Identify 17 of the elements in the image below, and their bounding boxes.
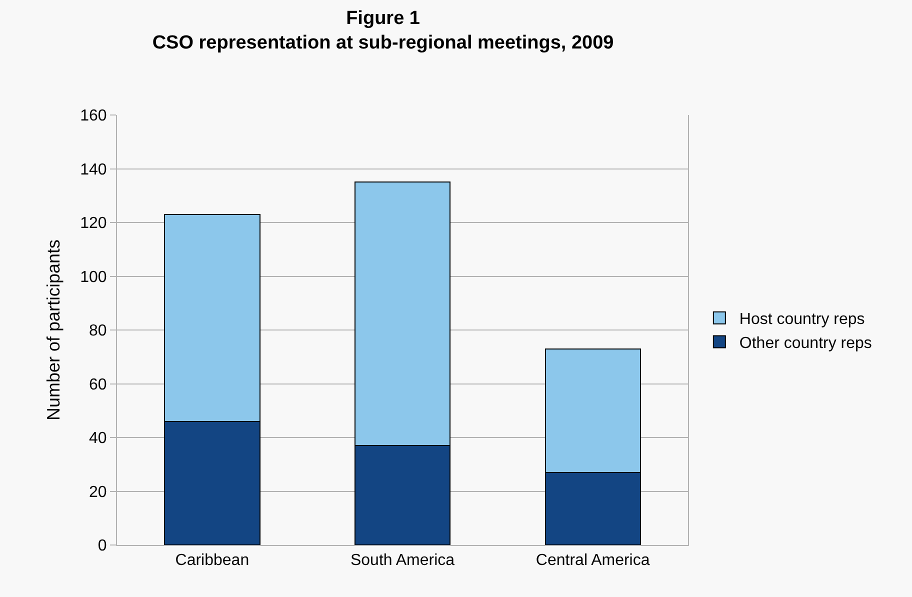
chart-title: Figure 1 bbox=[346, 8, 420, 29]
chart-subtitle: CSO representation at sub-regional meetings, 2009 bbox=[152, 32, 614, 54]
y-axis-title: Number of participants bbox=[43, 239, 64, 421]
x-tick-label: Caribbean bbox=[175, 552, 250, 570]
y-tick-label: 160 bbox=[80, 108, 107, 125]
y-tick-label: 0 bbox=[98, 538, 107, 555]
y-tick-label: 120 bbox=[80, 215, 107, 232]
y-tick-label: 100 bbox=[80, 268, 107, 286]
y-tick-label: 20 bbox=[89, 484, 107, 501]
y-tick-label: 80 bbox=[89, 322, 107, 340]
x-tick-label: South America bbox=[350, 552, 455, 570]
legend-label: Host country reps bbox=[739, 311, 865, 328]
legend-label: Other country reps bbox=[739, 334, 872, 352]
x-tick-label: Central America bbox=[536, 552, 650, 570]
y-tick-label: 60 bbox=[89, 376, 107, 394]
y-tick-label: 140 bbox=[80, 161, 107, 178]
y-tick-label: 40 bbox=[89, 430, 107, 448]
